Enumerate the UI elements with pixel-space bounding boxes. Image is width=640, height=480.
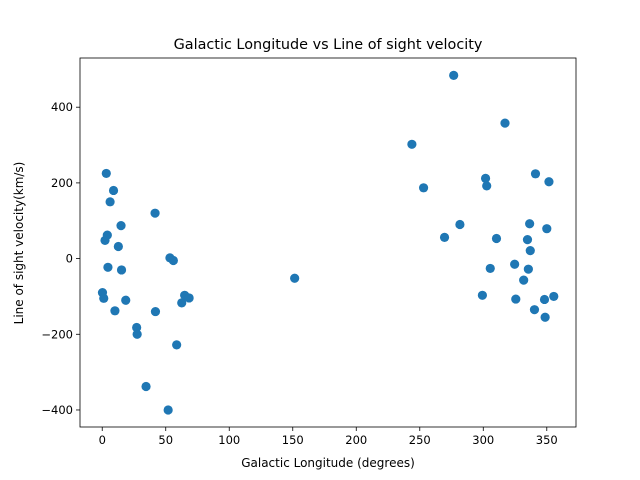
y-tick-label: 400 (51, 100, 73, 114)
data-point-3 (101, 168, 111, 179)
data-point-16 (150, 208, 160, 218)
y-axis-label: Line of sight velocity(km/s) (12, 162, 26, 325)
data-point-40 (522, 235, 533, 245)
x-tick-label: 250 (409, 433, 431, 447)
chart-title: Galactic Longitude vs Line of sight velo… (174, 37, 483, 53)
data-point-37 (510, 259, 520, 269)
data-point-22 (177, 298, 187, 308)
data-points (97, 70, 559, 415)
data-point-30 (455, 219, 465, 230)
data-point-18 (163, 405, 173, 415)
data-point-42 (525, 219, 535, 229)
data-point-25 (290, 273, 300, 283)
x-tick-label: 100 (218, 433, 240, 447)
data-point-35 (491, 233, 502, 244)
data-point-49 (544, 177, 554, 187)
y-tick-label: 200 (51, 176, 73, 190)
data-point-21 (172, 340, 182, 350)
data-point-38 (511, 294, 521, 304)
data-point-27 (418, 183, 429, 193)
data-point-26 (407, 139, 417, 149)
y-tick-label: 0 (66, 252, 73, 266)
data-point-4 (102, 230, 112, 240)
x-tick-label: 300 (472, 433, 494, 447)
x-tick-label: 350 (536, 433, 558, 447)
data-point-13 (132, 322, 142, 333)
data-point-5 (103, 262, 113, 272)
data-point-17 (150, 306, 161, 317)
data-point-31 (477, 290, 487, 300)
x-tick-label: 50 (158, 433, 173, 447)
data-point-9 (113, 241, 123, 252)
data-point-1 (99, 293, 109, 303)
data-point-28 (439, 232, 450, 242)
data-point-36 (500, 118, 510, 128)
data-point-41 (523, 264, 533, 274)
data-point-44 (529, 305, 540, 315)
data-point-10 (116, 221, 126, 231)
y-axis-ticks: −400 −200 0 200 400 (41, 100, 80, 417)
data-point-43 (525, 246, 535, 256)
data-point-39 (519, 275, 529, 285)
data-point-24 (184, 293, 194, 303)
data-point-33 (482, 181, 492, 191)
data-point-8 (110, 306, 120, 316)
y-tick-label: −400 (41, 403, 73, 417)
plot-area-frame (79, 57, 577, 428)
data-point-15 (141, 381, 151, 392)
data-point-45 (530, 169, 541, 179)
data-point-12 (121, 295, 131, 305)
x-tick-label: 0 (99, 433, 106, 447)
x-axis-label: Galactic Longitude (degrees) (241, 456, 415, 470)
data-point-46 (539, 294, 550, 305)
data-point-32 (480, 173, 491, 183)
data-point-20 (168, 255, 178, 266)
x-tick-label: 200 (345, 433, 367, 447)
data-point-7 (108, 185, 119, 196)
data-point-50 (549, 291, 559, 302)
data-point-14 (132, 329, 142, 339)
data-point-29 (449, 70, 459, 81)
data-point-48 (542, 224, 552, 234)
data-point-11 (116, 265, 127, 275)
data-point-6 (105, 197, 115, 207)
x-axis-ticks: 0 50 100 150 200 250 300 350 (99, 427, 558, 447)
data-point-34 (485, 263, 495, 274)
x-tick-label: 150 (282, 433, 304, 447)
data-point-47 (540, 312, 550, 322)
y-tick-label: −200 (41, 327, 73, 341)
